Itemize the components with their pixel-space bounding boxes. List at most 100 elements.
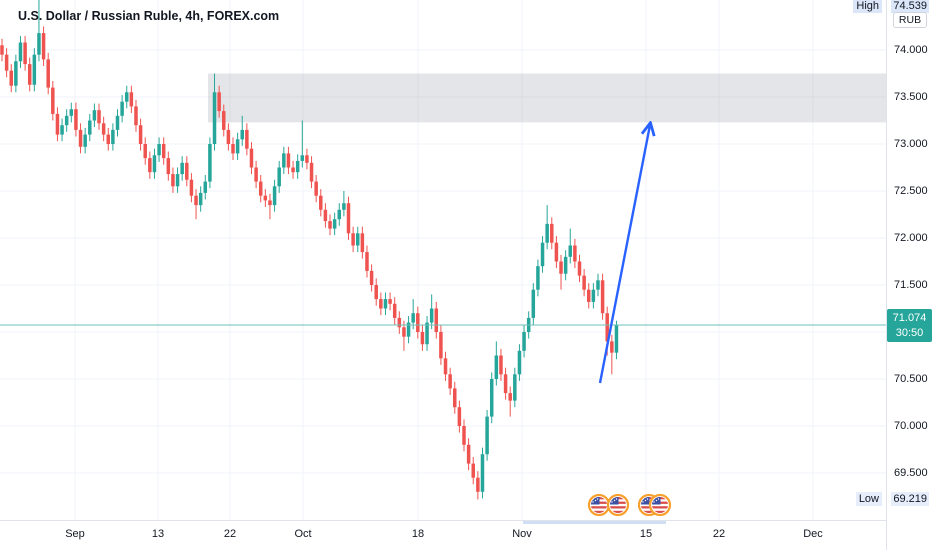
candle — [453, 381, 457, 414]
time-axis[interactable]: Sep 13 22 Oct 18 Nov 15 22 Dec — [0, 520, 932, 550]
candle — [171, 167, 175, 193]
candle — [466, 438, 471, 471]
candle — [282, 146, 286, 175]
candle — [148, 151, 152, 179]
last-price-value: 71.074 — [892, 312, 927, 324]
candle — [346, 196, 351, 240]
holiday-highlight-band — [523, 521, 666, 524]
candle — [503, 367, 508, 400]
candle — [568, 228, 573, 264]
candle — [231, 137, 235, 160]
candle — [402, 320, 406, 351]
trend-arrow-drawing[interactable] — [598, 125, 650, 384]
candle — [143, 137, 147, 165]
candle — [420, 325, 425, 351]
candle — [531, 283, 536, 325]
candle — [185, 156, 189, 187]
us-flag-icon[interactable] — [587, 493, 611, 517]
time-axis-label: 13 — [151, 528, 165, 540]
candle — [319, 189, 323, 217]
candle — [263, 189, 268, 207]
candle — [355, 226, 360, 253]
candle — [540, 236, 545, 273]
candle — [577, 254, 582, 283]
candle — [337, 203, 342, 226]
candle — [203, 175, 208, 200]
candle — [88, 113, 92, 142]
candle — [351, 226, 355, 253]
grid — [0, 0, 886, 520]
candle — [92, 103, 97, 128]
candle — [457, 400, 462, 433]
candle — [563, 250, 568, 281]
candle — [439, 325, 443, 365]
candle — [536, 259, 540, 297]
candle — [217, 85, 221, 118]
supply-zone-drawing[interactable] — [208, 73, 886, 123]
candle — [471, 457, 475, 485]
price-axis-label: 71.500 — [894, 279, 928, 291]
time-axis-label: Oct — [294, 528, 312, 540]
time-axis-label: Sep — [65, 528, 85, 540]
candle — [161, 137, 166, 165]
candle — [198, 186, 203, 212]
candle — [443, 351, 448, 381]
candle — [596, 273, 600, 297]
candle — [83, 128, 87, 154]
candle — [120, 95, 124, 123]
candle — [429, 294, 434, 330]
candle — [97, 103, 101, 130]
price-axis[interactable]: 74.000 73.500 73.000 72.500 72.000 71.500 70.5… — [886, 0, 932, 550]
symbol-title[interactable]: U.S. Dollar / Russian Ruble, 4h, FOREX.c… — [18, 9, 280, 23]
candle — [166, 151, 171, 181]
candle — [245, 123, 249, 156]
candle — [499, 348, 503, 381]
candlestick-series — [0, 0, 619, 500]
candle — [18, 35, 23, 68]
candle — [189, 173, 194, 203]
candle — [425, 316, 429, 351]
high-value: 74.539 — [891, 0, 929, 13]
candle — [383, 292, 388, 316]
price-axis-label: 69.500 — [894, 467, 928, 479]
candle — [416, 306, 420, 339]
candle — [614, 320, 619, 360]
candle — [129, 85, 134, 113]
candle — [115, 109, 120, 137]
candle — [14, 54, 18, 93]
candle — [586, 283, 591, 309]
candle — [124, 85, 129, 109]
candle — [559, 254, 563, 290]
candle — [78, 123, 83, 154]
candle — [494, 341, 499, 386]
candle — [369, 264, 374, 292]
candle — [222, 104, 226, 137]
price-axis-label: 74.000 — [894, 44, 928, 56]
candle — [360, 226, 365, 259]
candle — [9, 64, 13, 93]
candle — [111, 123, 115, 151]
candle — [4, 48, 9, 78]
candle — [554, 236, 559, 269]
price-axis-label: 73.500 — [894, 91, 928, 103]
candle — [434, 301, 439, 339]
candle — [37, 0, 41, 62]
candle — [513, 367, 517, 408]
candle — [314, 175, 318, 203]
candle — [51, 81, 55, 121]
candle — [365, 245, 369, 278]
currency-badge[interactable]: RUB — [893, 12, 927, 28]
last-price-badge: 71.074 30:50 — [887, 309, 932, 342]
candle — [208, 137, 212, 189]
candle — [411, 299, 415, 330]
candle — [406, 316, 411, 344]
candle — [328, 214, 332, 236]
chart-canvas[interactable] — [0, 0, 886, 520]
candle — [101, 116, 106, 142]
candle — [27, 57, 32, 92]
price-axis-label: 72.500 — [894, 185, 928, 197]
candle — [286, 146, 291, 175]
us-flag-icon[interactable] — [606, 493, 630, 517]
us-flag-icon[interactable] — [648, 493, 672, 517]
